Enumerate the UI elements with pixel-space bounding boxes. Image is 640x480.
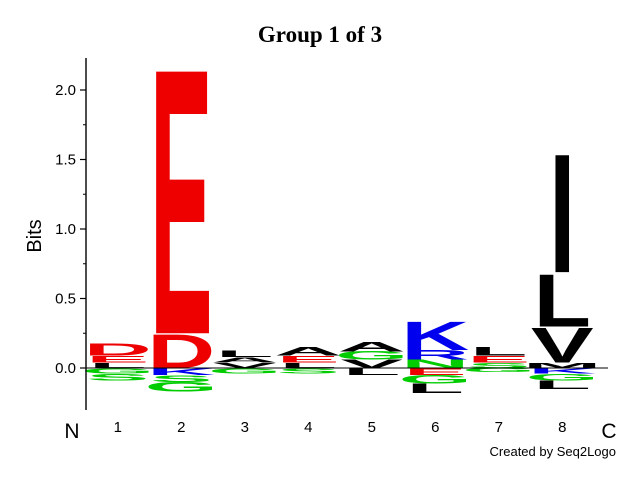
logo-letter-l: L [534, 259, 591, 343]
logo-letter-r: R [401, 348, 469, 363]
y-tick-label: 1.5 [55, 152, 76, 169]
logo-letter-s: S [467, 361, 530, 370]
x-tick-label: 1 [114, 419, 122, 436]
logo-letter-g: G [145, 380, 218, 395]
y-tick-label: 0.5 [55, 291, 76, 308]
y-tick-label: 0.0 [55, 360, 76, 377]
x-tick-label: 6 [431, 419, 439, 436]
credit-text: Created by Seq2Logo [490, 444, 616, 459]
logo-letter-g: G [526, 372, 599, 383]
logo-letter-a: A [211, 356, 279, 365]
logo-letter-g: G [335, 349, 408, 362]
logo-letter-v: V [531, 317, 594, 373]
logo-letter-e: E [404, 366, 467, 377]
logo-letter-g: G [81, 367, 154, 376]
logo-letter-g: G [399, 373, 472, 386]
logo-letter-s: S [86, 372, 149, 383]
logo-letter-l: L [216, 348, 274, 359]
logo-letter-l: L [407, 381, 464, 396]
logo-letter-s: S [277, 367, 340, 376]
logo-letter-m: M [523, 361, 601, 370]
logo-letter-d: D [147, 324, 215, 378]
logo-letter-l: L [343, 366, 401, 377]
logo-letter-a: A [274, 345, 342, 358]
x-ticks: 1 2 3 4 5 6 7 8 [114, 419, 567, 436]
logo-letter-i: I [549, 120, 575, 309]
logo-letter-e: E [150, 0, 213, 414]
y-tick-label: 1.0 [55, 221, 76, 238]
logo-letter-l: L [470, 345, 528, 358]
y-axis-label: Bits [24, 219, 46, 252]
logo-letter-e: E [467, 354, 530, 365]
logo-letter-k: K [528, 367, 596, 376]
logo-letter-l: L [89, 361, 147, 370]
logo-letter-v: V [213, 361, 276, 370]
y-tick-label: 2.0 [55, 82, 76, 99]
logo-letter-v: V [340, 358, 403, 371]
logo-letter-k: K [147, 366, 215, 377]
x-tick-label: 4 [304, 419, 312, 436]
logo-letter-d: D [84, 340, 152, 359]
y-ticks: 2.0 1.5 1.0 0.5 0.0 [55, 82, 86, 377]
logo-letter-l: L [533, 378, 591, 391]
logo-letter-s: S [150, 373, 213, 384]
c-terminal-label: C [601, 420, 616, 443]
x-tick-label: 8 [558, 419, 566, 436]
chart-title: Group 1 of 3 [258, 22, 382, 47]
logo-letter-e: E [277, 354, 340, 365]
logo-letter-g: G [208, 367, 281, 376]
logo-letter-n: N [401, 358, 469, 371]
logo-letter-e: E [86, 354, 149, 365]
logo-letter-a: A [338, 339, 406, 354]
logo-letter-k: K [401, 314, 469, 359]
x-tick-label: 3 [241, 419, 249, 436]
logo-letter-l: L [279, 361, 337, 370]
n-terminal-label: N [64, 420, 79, 443]
logo-letter-g: G [462, 367, 535, 373]
x-tick-label: 2 [177, 419, 185, 436]
x-tick-label: 5 [368, 419, 376, 436]
x-tick-label: 7 [495, 419, 503, 436]
